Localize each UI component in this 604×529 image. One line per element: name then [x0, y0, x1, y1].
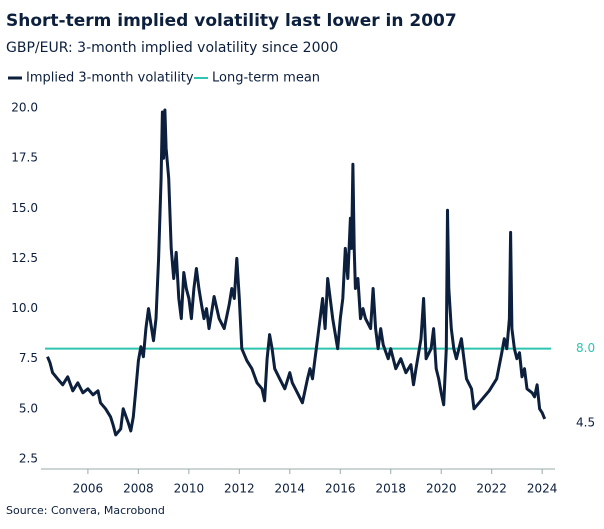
x-tick-label: 2024: [527, 482, 558, 496]
x-tick-label: 2012: [224, 482, 255, 496]
y-tick-label: 12.5: [11, 251, 38, 265]
mean-label: 8.0: [576, 341, 595, 355]
chart-subtitle: GBP/EUR: 3-month implied volatility sinc…: [6, 40, 338, 56]
y-tick-label: 20.0: [11, 101, 38, 115]
y-tick-label: 2.5: [19, 451, 38, 465]
x-tick-label: 2018: [375, 482, 406, 496]
x-tick-label: 2006: [73, 482, 104, 496]
source: Source: Convera, Macrobond: [6, 504, 165, 517]
x-tick-label: 2008: [123, 482, 154, 496]
legend-label: Long-term mean: [212, 71, 320, 86]
y-tick-label: 10.0: [11, 301, 38, 315]
y-tick-label: 5.0: [19, 401, 38, 415]
x-tick-label: 2020: [426, 482, 457, 496]
y-tick-label: 17.5: [11, 151, 38, 165]
y-tick-label: 7.5: [19, 351, 38, 365]
end-label: 4.5: [576, 415, 595, 429]
x-tick-label: 2022: [476, 482, 507, 496]
y-tick-label: 15.0: [11, 201, 38, 215]
chart-title: Short-term implied volatility last lower…: [6, 11, 457, 31]
legend-label: Implied 3-month volatility: [26, 71, 194, 86]
series-line: [46, 108, 547, 437]
x-tick-label: 2014: [275, 482, 306, 496]
x-tick-label: 2016: [325, 482, 356, 496]
x-tick-label: 2010: [174, 482, 205, 496]
